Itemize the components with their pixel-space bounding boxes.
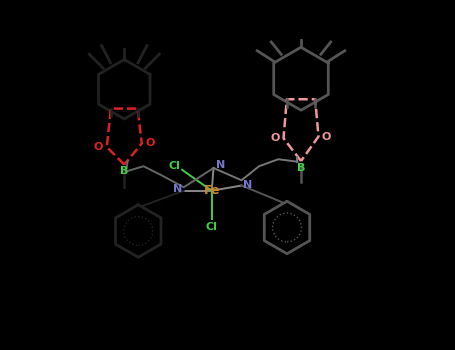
Text: N: N: [216, 160, 226, 169]
Text: O: O: [322, 132, 331, 141]
Text: O: O: [145, 139, 155, 148]
Text: Cl: Cl: [168, 161, 180, 171]
Text: N: N: [173, 184, 182, 194]
Text: O: O: [94, 142, 103, 152]
Text: N: N: [243, 181, 253, 190]
Text: B: B: [297, 163, 305, 173]
Text: Fe: Fe: [203, 184, 220, 197]
Text: O: O: [271, 133, 280, 143]
Text: B: B: [120, 166, 128, 176]
Text: Cl: Cl: [206, 222, 217, 232]
